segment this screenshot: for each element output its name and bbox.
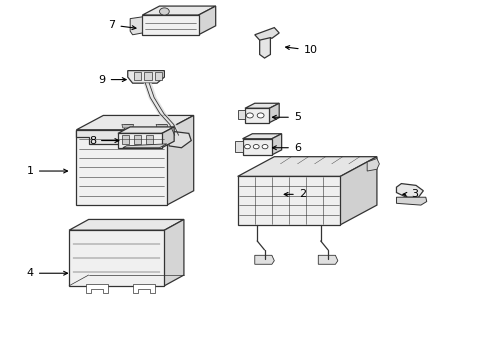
Polygon shape: [118, 127, 174, 134]
Polygon shape: [76, 116, 194, 130]
Text: 2: 2: [284, 189, 306, 199]
Text: 7: 7: [108, 20, 136, 30]
Text: 6: 6: [272, 143, 301, 153]
Polygon shape: [167, 132, 191, 148]
Polygon shape: [245, 108, 270, 123]
Polygon shape: [145, 72, 152, 80]
Polygon shape: [158, 125, 166, 134]
Polygon shape: [238, 110, 245, 119]
Circle shape: [257, 113, 264, 118]
Polygon shape: [367, 158, 379, 171]
Polygon shape: [243, 134, 282, 139]
Polygon shape: [147, 135, 153, 144]
Text: 9: 9: [98, 75, 126, 85]
Polygon shape: [238, 157, 377, 176]
Polygon shape: [238, 176, 340, 225]
Polygon shape: [122, 135, 129, 144]
Circle shape: [262, 144, 268, 149]
Polygon shape: [134, 72, 141, 80]
Polygon shape: [318, 255, 338, 264]
Circle shape: [253, 144, 259, 149]
Polygon shape: [198, 6, 216, 35]
Text: 4: 4: [27, 268, 68, 278]
Polygon shape: [118, 134, 162, 148]
Polygon shape: [272, 134, 282, 155]
Polygon shape: [134, 135, 141, 144]
Polygon shape: [76, 130, 167, 205]
Circle shape: [245, 144, 250, 149]
Polygon shape: [255, 28, 279, 40]
Polygon shape: [128, 71, 164, 83]
Text: 8: 8: [89, 136, 119, 145]
Text: 1: 1: [27, 166, 68, 176]
Polygon shape: [76, 130, 167, 144]
Text: 3: 3: [403, 189, 418, 199]
Polygon shape: [167, 116, 194, 205]
Circle shape: [159, 8, 169, 15]
Text: 10: 10: [286, 45, 318, 55]
Polygon shape: [340, 157, 377, 225]
Polygon shape: [243, 139, 272, 155]
Polygon shape: [86, 284, 108, 293]
Polygon shape: [130, 17, 143, 35]
Polygon shape: [162, 127, 174, 148]
Polygon shape: [133, 284, 155, 293]
Polygon shape: [396, 184, 423, 197]
Polygon shape: [156, 125, 168, 128]
Polygon shape: [69, 220, 184, 230]
Polygon shape: [260, 31, 270, 58]
Polygon shape: [143, 15, 198, 35]
Polygon shape: [235, 140, 243, 152]
Circle shape: [246, 113, 253, 118]
Polygon shape: [155, 72, 162, 80]
Polygon shape: [255, 255, 274, 264]
Polygon shape: [122, 125, 134, 128]
Polygon shape: [124, 125, 132, 134]
Polygon shape: [164, 220, 184, 286]
Polygon shape: [396, 197, 427, 205]
Polygon shape: [123, 144, 167, 148]
Text: 5: 5: [272, 112, 301, 122]
Polygon shape: [69, 230, 164, 286]
Polygon shape: [270, 103, 279, 123]
Polygon shape: [245, 103, 279, 108]
Polygon shape: [143, 6, 216, 15]
